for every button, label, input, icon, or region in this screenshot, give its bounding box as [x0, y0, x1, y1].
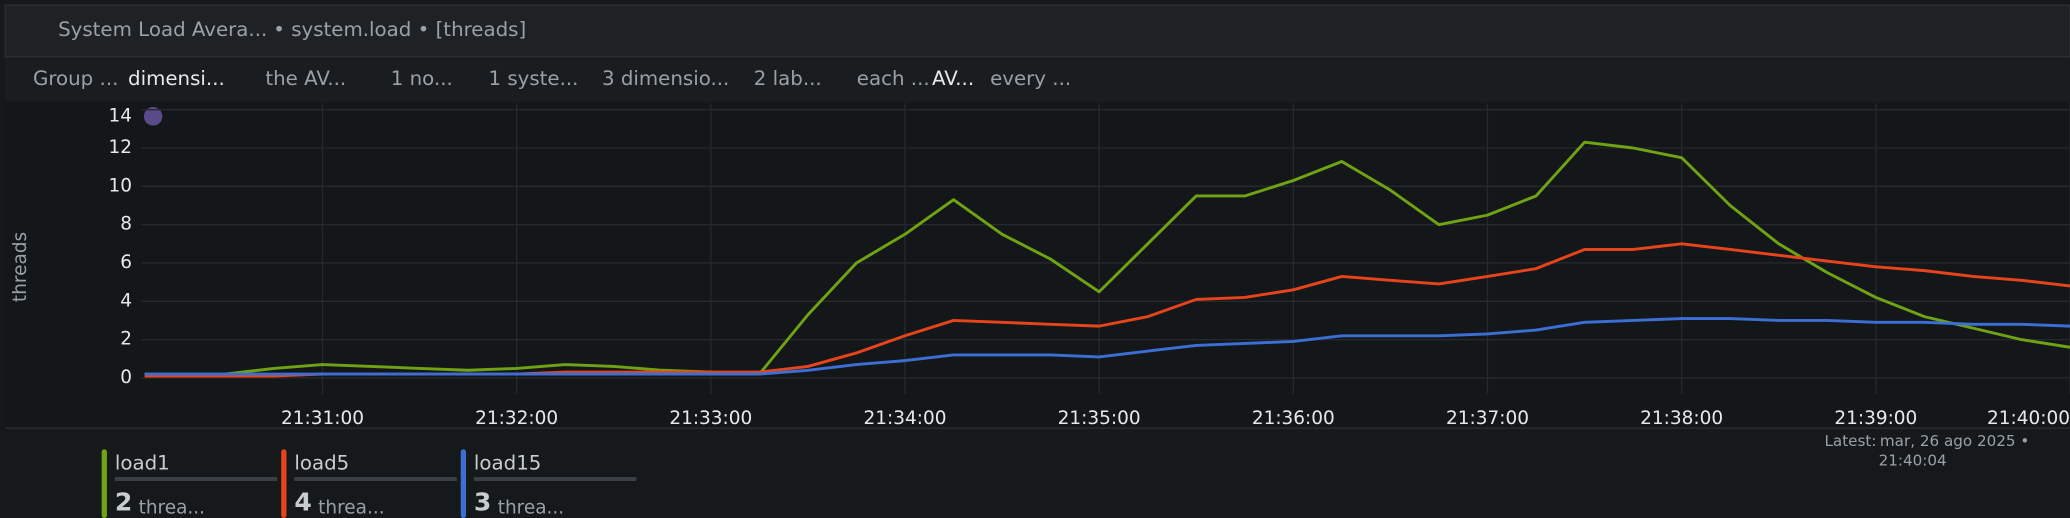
latest-label: Latest: — [1824, 432, 1876, 450]
header-title: System Load Avera... — [58, 18, 267, 41]
y-tick-label: 12 — [108, 137, 132, 158]
x-tick-label: 21:31:00 — [281, 408, 364, 429]
toolbar-item: 3 dimensio... — [602, 67, 729, 90]
legend-swatch — [101, 449, 107, 518]
legend-bar — [294, 477, 457, 481]
toolbar-item: Group ... — [33, 67, 118, 90]
toolbar-item: each ... — [857, 67, 930, 90]
y-tick-label: 6 — [120, 252, 132, 273]
legend-swatch — [281, 449, 287, 518]
x-tick-label: 21:37:00 — [1446, 408, 1529, 429]
legend-name: load5 — [294, 451, 349, 474]
toolbar-item: 2 lab... — [754, 67, 822, 90]
legend-bar — [114, 477, 278, 481]
legend-bar — [473, 477, 637, 481]
x-tick-label: 21:36:00 — [1252, 408, 1335, 429]
y-tick-label: 14 — [108, 105, 132, 126]
x-tick-label: 21:39:00 — [1834, 408, 1917, 429]
legend-unit: threa... — [498, 498, 564, 518]
legend-unit: threa... — [318, 498, 384, 518]
latest-date: mar, 26 ago 2025 • — [1880, 432, 2029, 450]
y-tick-label: 0 — [120, 367, 132, 388]
y-tick-label: 2 — [120, 329, 132, 350]
x-tick-label: 21:33:00 — [669, 408, 752, 429]
x-tick-label: 21:32:00 — [475, 408, 558, 429]
x-tick-label: 21:40:00 — [1987, 408, 2070, 429]
legend-swatch — [460, 449, 467, 518]
series-line — [144, 317, 2070, 376]
legend-value: 2 — [115, 487, 132, 516]
y-axis-label: threads — [10, 232, 31, 302]
toolbar-item: every ... — [990, 67, 1071, 90]
header-context: • system.load • [threads] — [273, 18, 526, 41]
legend-unit: threa... — [139, 498, 205, 518]
chart-icon — [143, 107, 163, 126]
toolbar — [5, 58, 2070, 102]
legend-name: load15 — [474, 451, 541, 474]
toolbar-item: dimensi... — [128, 67, 225, 90]
toolbar-item: the AV... — [265, 67, 346, 90]
legend-value: 3 — [474, 487, 491, 516]
x-tick-label: 21:38:00 — [1640, 408, 1723, 429]
toolbar-item: 1 no... — [391, 67, 453, 90]
x-tick-label: 21:35:00 — [1058, 408, 1141, 429]
y-tick-label: 8 — [120, 214, 132, 235]
x-tick-label: 21:34:00 — [863, 408, 946, 429]
y-tick-label: 4 — [120, 290, 132, 311]
y-tick-label: 10 — [108, 175, 132, 196]
series-line — [144, 140, 2070, 376]
header-bar — [4, 4, 2070, 58]
plot-panel — [5, 103, 2070, 429]
toolbar-item: AV... — [932, 67, 974, 90]
legend-value: 4 — [294, 487, 311, 516]
toolbar-item: 1 syste... — [488, 67, 578, 90]
legend-name: load1 — [115, 451, 170, 474]
latest-time: 21:40:04 — [1879, 452, 1947, 470]
